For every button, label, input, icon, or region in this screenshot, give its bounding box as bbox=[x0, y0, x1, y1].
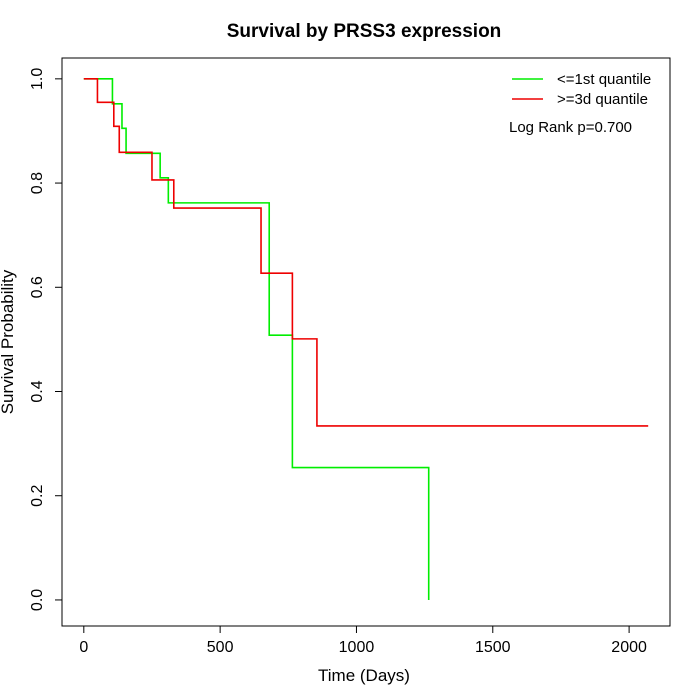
y-tick-label: 0.2 bbox=[29, 485, 46, 507]
x-tick-label: 2000 bbox=[611, 639, 647, 656]
y-tick-label: 0.0 bbox=[29, 589, 46, 611]
x-tick-label: 500 bbox=[207, 639, 234, 656]
series-line-1 bbox=[83, 78, 430, 600]
y-tick-label: 0.4 bbox=[29, 380, 46, 402]
log-rank-annotation: Log Rank p=0.700 bbox=[509, 119, 632, 136]
legend-label: >=3d quantile bbox=[557, 91, 648, 108]
legend: <=1st quantile >=3d quantile bbox=[512, 71, 651, 108]
legend-label: <=1st quantile bbox=[557, 71, 651, 88]
x-tick-label: 1500 bbox=[475, 639, 511, 656]
plot-frame bbox=[61, 57, 671, 627]
chart-title: Survival by PRSS3 expression bbox=[227, 21, 502, 42]
x-tick-label: 1000 bbox=[339, 639, 375, 656]
y-tick-label: 0.8 bbox=[29, 172, 46, 194]
x-tick-label: 0 bbox=[79, 639, 88, 656]
y-axis: 0.0 0.2 0.4 0.6 0.8 1.0 bbox=[29, 68, 63, 611]
x-axis-label: Time (Days) bbox=[318, 666, 410, 685]
y-tick-label: 1.0 bbox=[29, 68, 46, 90]
series-line-2 bbox=[83, 78, 649, 427]
y-tick-label: 0.6 bbox=[29, 276, 46, 298]
series-layer bbox=[83, 78, 649, 600]
x-axis: 0 500 1000 1500 2000 bbox=[79, 625, 647, 656]
y-axis-label: Survival Probability bbox=[0, 269, 17, 414]
